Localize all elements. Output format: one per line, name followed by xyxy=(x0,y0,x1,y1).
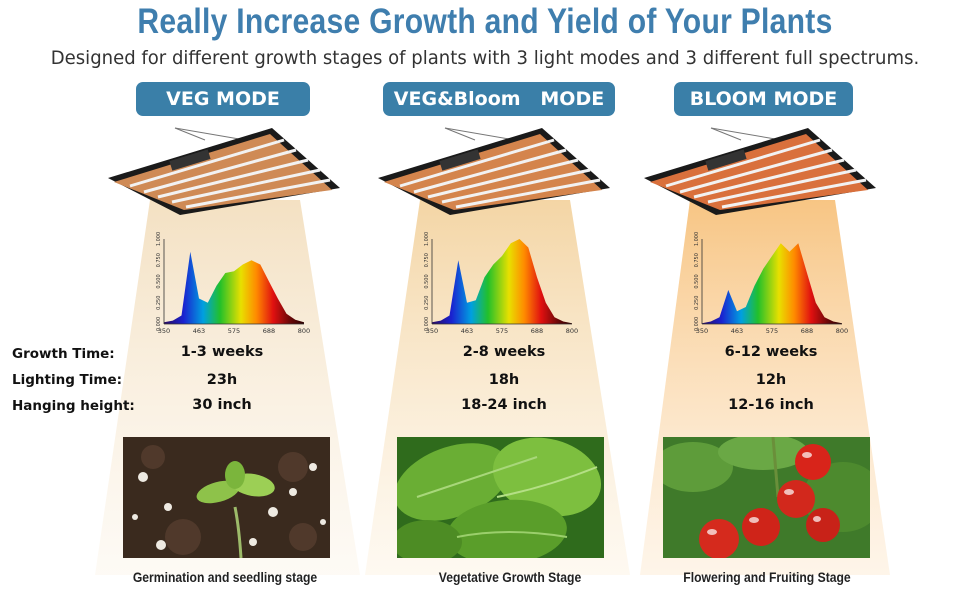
x-tick-label: 688 xyxy=(531,327,543,335)
bloom-stage-caption: Flowering and Fruiting Stage xyxy=(683,570,851,585)
x-tick-label: 575 xyxy=(766,327,778,335)
hanging-height-label: Hanging height: xyxy=(12,398,135,414)
vegetative-leaves-photo xyxy=(397,437,604,558)
spectrum-curve xyxy=(702,243,842,324)
veg-bloom-mode-button[interactable]: VEG&Bloom MODE xyxy=(383,82,615,116)
bloom-lighting-time: 12h xyxy=(755,372,787,388)
led-grow-light-bloom xyxy=(644,127,876,215)
spectrum-chart-vegbloom: 350 463 575 688 800 0.000 0.250 0.500 0.750 1.000 xyxy=(424,232,578,335)
veg-hanging-height: 30 inch xyxy=(192,397,252,413)
y-tick-label: 0.250 xyxy=(424,296,430,310)
x-tick-label: 463 xyxy=(461,327,473,335)
x-tick-label: 688 xyxy=(801,327,813,335)
y-tick-label: 0.000 xyxy=(694,317,700,331)
y-tick-label: 0.500 xyxy=(156,274,162,288)
y-tick-label: 0.500 xyxy=(424,274,430,288)
bloom-growth-time: 6-12 weeks xyxy=(724,344,818,360)
y-tick-label: 1.000 xyxy=(424,232,430,246)
x-tick-label: 800 xyxy=(836,327,848,335)
y-tick-label: 0.000 xyxy=(156,317,162,331)
y-tick-label: 0.750 xyxy=(694,253,700,267)
bloom-hanging-height: 12-16 inch xyxy=(728,397,814,413)
veg-stage-caption: Germination and seedling stage xyxy=(132,570,318,585)
veg-growth-time: 1-3 weeks xyxy=(180,344,264,360)
led-grow-light-vegbloom xyxy=(378,127,610,215)
tomato-fruiting-photo xyxy=(663,437,870,558)
x-tick-label: 350 xyxy=(158,327,170,335)
x-tick-label: 800 xyxy=(566,327,578,335)
y-tick-label: 1.000 xyxy=(694,232,700,246)
veg-lighting-time: 23h xyxy=(206,372,238,388)
spectrum-curve xyxy=(432,239,572,324)
vegbloom-lighting-time: 18h xyxy=(488,372,520,388)
lighting-time-label: Lighting Time: xyxy=(12,372,123,388)
y-tick-label: 0.750 xyxy=(156,253,162,267)
vegbloom-hanging-height: 18-24 inch xyxy=(461,397,547,413)
spectrum-chart-bloom: 350 463 575 688 800 0.000 0.250 0.500 0.750 1.000 xyxy=(694,232,848,335)
y-tick-label: 0.000 xyxy=(424,317,430,331)
y-tick-label: 0.750 xyxy=(424,253,430,267)
x-tick-label: 350 xyxy=(426,327,438,335)
veg-mode-button[interactable]: VEG MODE xyxy=(136,82,310,116)
x-tick-label: 463 xyxy=(731,327,743,335)
spectrum-curve xyxy=(164,251,304,324)
bloom-mode-button[interactable]: BLOOM MODE xyxy=(674,82,853,116)
y-tick-label: 0.250 xyxy=(694,296,700,310)
x-tick-label: 575 xyxy=(496,327,508,335)
growth-time-label: Growth Time: xyxy=(12,346,115,362)
y-tick-label: 0.500 xyxy=(694,274,700,288)
y-tick-label: 0.250 xyxy=(156,296,162,310)
vegbloom-stage-caption: Vegetative Growth Stage xyxy=(438,570,582,585)
led-grow-light-veg xyxy=(108,127,340,215)
vegbloom-growth-time: 2-8 weeks xyxy=(462,344,546,360)
spectrum-chart-veg: 350 463 575 688 800 0.000 0.250 0.500 0.750 1.000 xyxy=(156,232,310,335)
seedling-photo xyxy=(123,437,330,558)
y-tick-label: 1.000 xyxy=(156,232,162,246)
page-title: Really Increase Growth and Yield of Your… xyxy=(137,2,833,41)
x-tick-label: 350 xyxy=(696,327,708,335)
x-tick-label: 800 xyxy=(298,327,310,335)
x-tick-label: 688 xyxy=(263,327,275,335)
page-subtitle: Designed for different growth stages of … xyxy=(50,47,920,69)
x-tick-label: 575 xyxy=(228,327,240,335)
x-tick-label: 463 xyxy=(193,327,205,335)
